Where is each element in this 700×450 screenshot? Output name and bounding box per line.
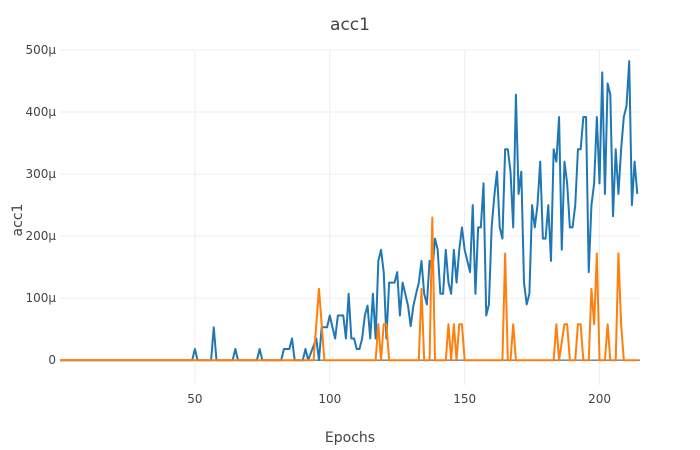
y-axis-title: acc1 bbox=[10, 204, 26, 237]
y-tick-label: 400µ bbox=[25, 105, 56, 119]
series-line-2 bbox=[60, 216, 638, 362]
x-tick-label: 100 bbox=[318, 392, 341, 406]
x-axis-title: Epochs bbox=[325, 430, 375, 446]
x-tick-label: 200 bbox=[588, 392, 611, 406]
y-tick-label: 200µ bbox=[25, 229, 56, 243]
series-lines bbox=[60, 60, 639, 362]
y-tick-label: 300µ bbox=[25, 167, 56, 181]
x-tick-label: 150 bbox=[453, 392, 476, 406]
y-tick-label: 500µ bbox=[25, 43, 56, 57]
series-line-1 bbox=[60, 60, 639, 362]
y-axis-ticks: 0 100µ 200µ 300µ 400µ 500µ bbox=[25, 43, 56, 367]
chart-title: acc1 bbox=[330, 15, 370, 35]
x-axis-ticks: 50 100 150 200 bbox=[187, 392, 611, 406]
y-tick-label: 100µ bbox=[25, 291, 56, 305]
y-tick-label: 0 bbox=[48, 353, 56, 367]
x-tick-label: 50 bbox=[187, 392, 202, 406]
